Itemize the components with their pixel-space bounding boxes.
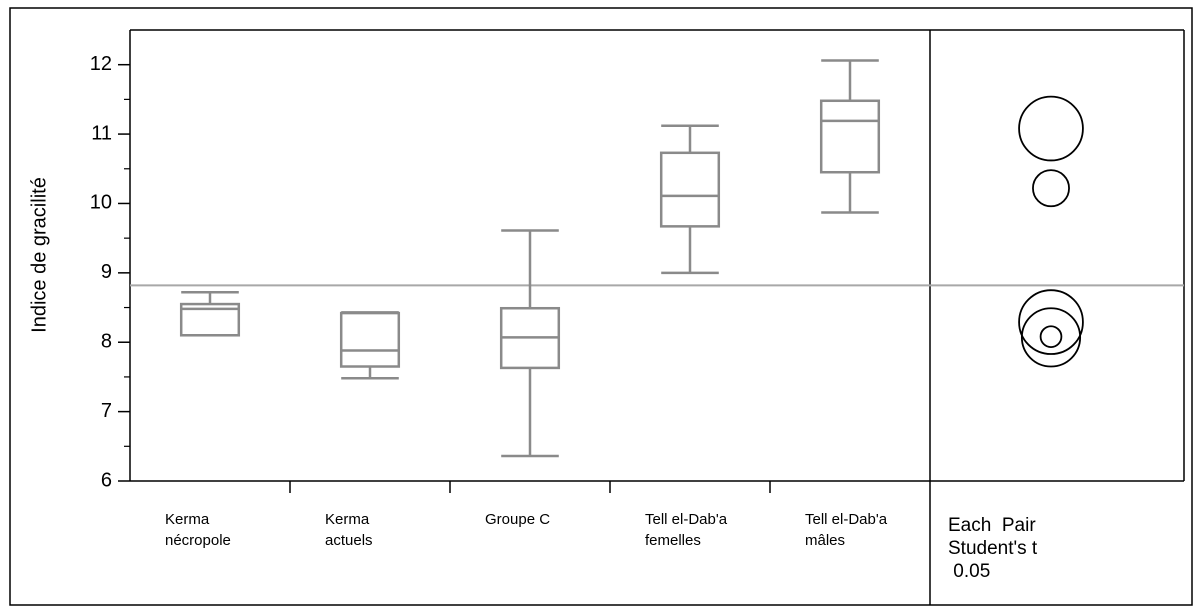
y-tick-label: 10 (90, 192, 112, 214)
y-tick-label: 6 (101, 469, 112, 491)
y-tick-label: 11 (91, 122, 112, 144)
comparison-circle (1018, 95, 1084, 162)
comparison-circle (1018, 289, 1084, 355)
y-tick-label: 12 (90, 53, 112, 75)
comparison-circle (1020, 307, 1082, 368)
box (339, 311, 401, 368)
y-tick-label: 7 (101, 400, 112, 422)
x-tick-label: Kerma nécropole (165, 511, 231, 549)
box (659, 151, 721, 228)
y-tick-label: 8 (101, 331, 112, 353)
comparison-circle (1032, 169, 1070, 208)
comparison-label: Each Pair Student's t 0.05 (948, 515, 1038, 582)
box (179, 302, 241, 337)
outer-frame (9, 7, 1193, 606)
x-tick-label: Kerma actuels (325, 511, 373, 549)
y-axis-label: Indice de gracilité (28, 177, 50, 333)
x-tick-label: Tell el-Dab'a femelles (645, 511, 728, 549)
x-tick-label: Groupe C (485, 511, 551, 528)
comparison-circle (1039, 325, 1063, 348)
y-tick-label: 9 (101, 261, 112, 283)
box (819, 99, 881, 174)
x-tick-label: Tell el-Dab'a mâles (805, 511, 888, 549)
